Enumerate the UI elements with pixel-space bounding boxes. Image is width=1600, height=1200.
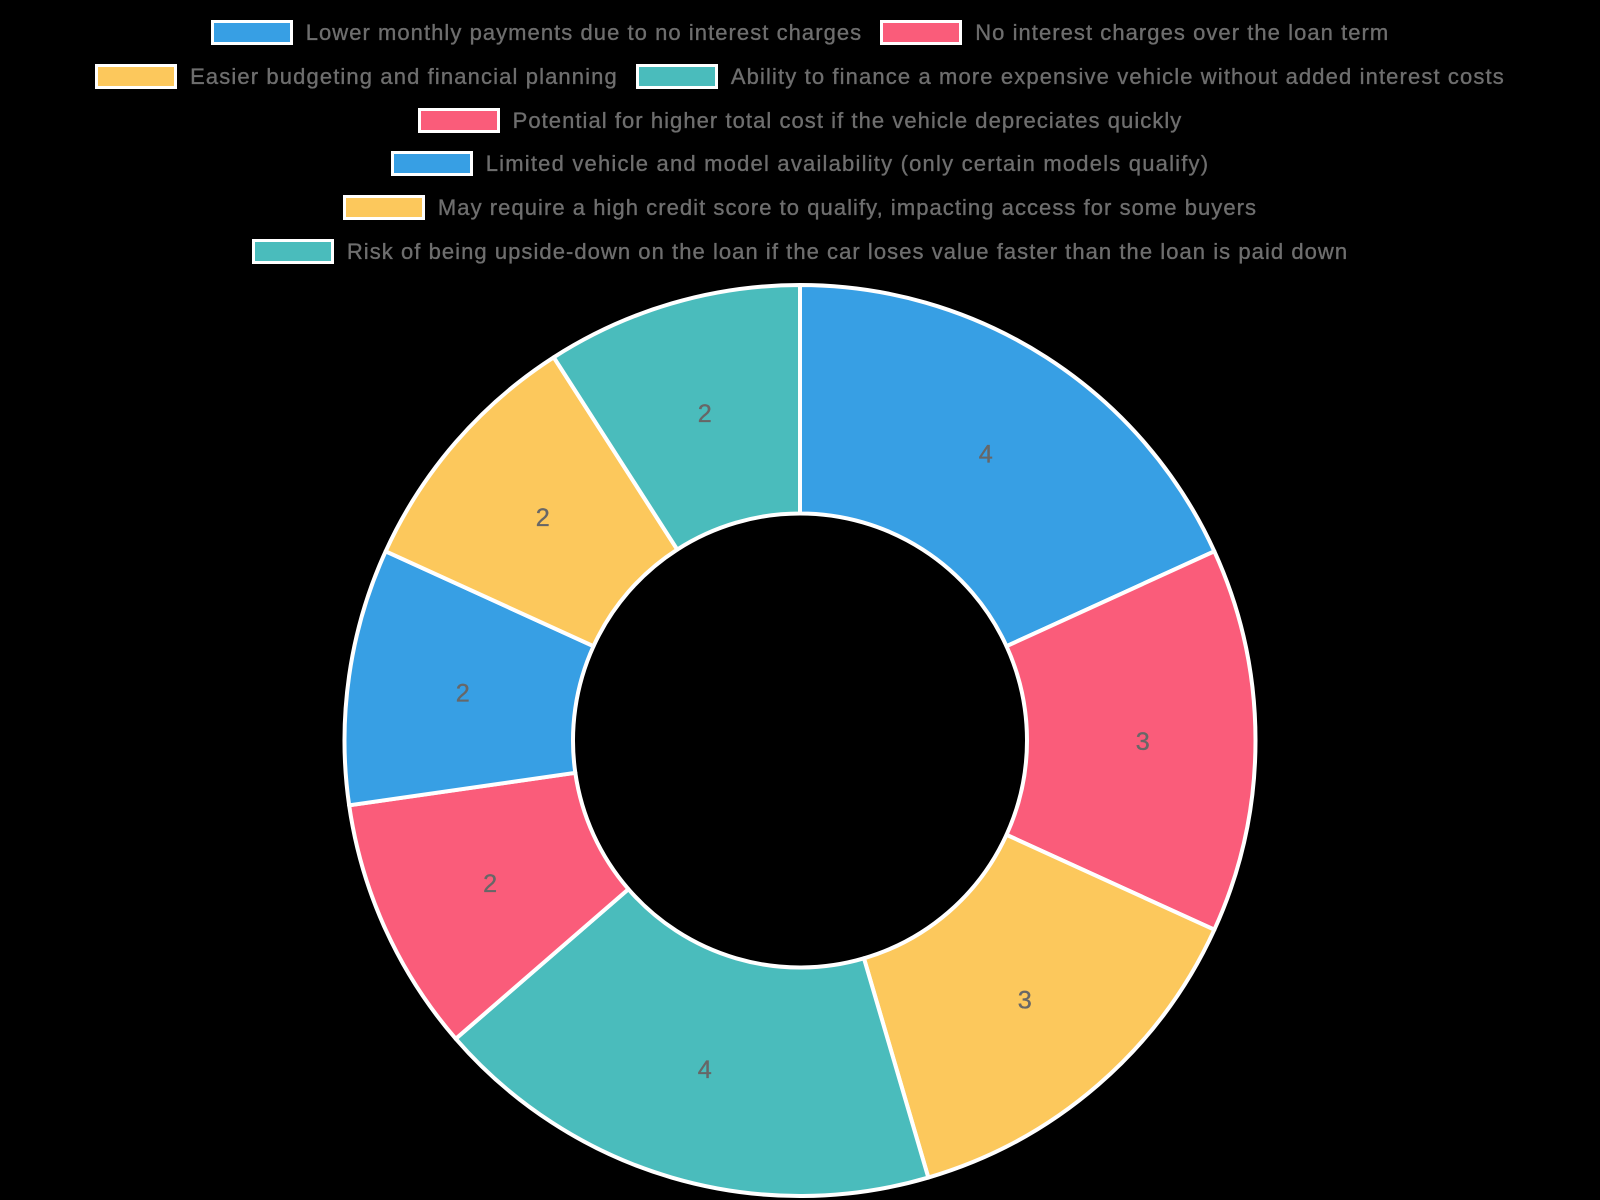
svg-text:2: 2 — [536, 504, 550, 532]
svg-text:4: 4 — [979, 441, 993, 469]
svg-text:2: 2 — [456, 679, 470, 707]
svg-text:3: 3 — [1018, 986, 1032, 1014]
svg-text:2: 2 — [483, 870, 497, 898]
svg-text:4: 4 — [698, 1056, 712, 1084]
svg-text:3: 3 — [1136, 728, 1150, 756]
svg-text:2: 2 — [698, 400, 712, 428]
